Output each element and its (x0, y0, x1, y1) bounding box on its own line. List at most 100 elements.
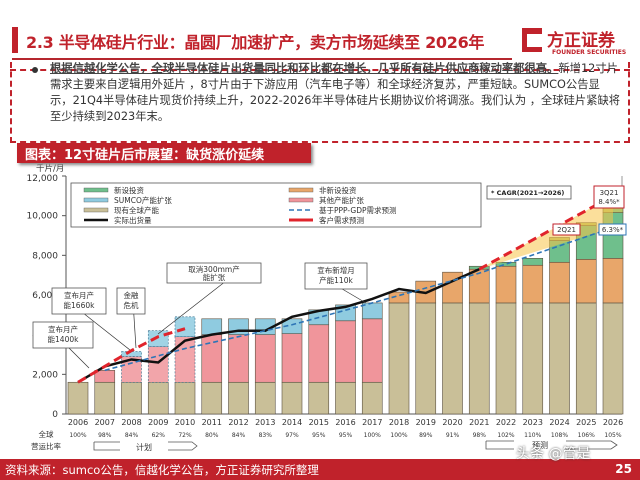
annotation-text: 产能110k (319, 275, 353, 285)
bar-segment (468, 268, 490, 304)
utilization-value: 84% (125, 432, 139, 439)
x-tick-label: 2013 (255, 418, 275, 427)
bar-segment (201, 334, 223, 383)
annotation-pointer (133, 313, 137, 349)
legend-box (70, 182, 482, 228)
utilization-label: 全球 (39, 429, 54, 439)
page-title: 2.3 半导体硅片行业：晶圆厂加速扩产，卖方市场延续至 2026年 (26, 33, 485, 52)
logo-en: FOUNDER SECURITIES (552, 49, 627, 56)
annotation-text: 宣布月产 (64, 290, 94, 300)
bar-segment (121, 351, 142, 357)
bar-segment (254, 334, 276, 383)
bar-segment (361, 381, 383, 415)
x-tick-label: 2025 (576, 418, 596, 427)
callout-3q21: 3Q21 (600, 189, 619, 197)
y-tick-label: 2,000 (32, 370, 58, 380)
legend-label: 新设投资 (114, 185, 144, 195)
cagr-note: * CAGR(2021→2026) (491, 189, 564, 197)
legend-label: 实际出货量 (114, 215, 152, 225)
utilization-value: 97% (285, 432, 299, 439)
bar-segment (388, 291, 410, 304)
forecast-arrow-icon (485, 440, 618, 450)
bar-segment (522, 258, 544, 266)
utilization-value: 62% (152, 432, 166, 439)
bar-segment (174, 381, 196, 415)
annotation-text: 危机 (124, 300, 139, 310)
bar-segment (94, 381, 116, 415)
bar-segment (495, 302, 517, 415)
bar-segment (201, 381, 223, 415)
utilization-value: 100% (364, 432, 381, 439)
x-tick-label: 2012 (228, 418, 248, 427)
annotation-box (116, 287, 146, 315)
annotation-box (166, 262, 262, 284)
callout-2q21: 2Q21 (557, 226, 576, 234)
y-unit-label: 千片/月 (36, 163, 64, 174)
bar-segment (522, 302, 544, 415)
bar-segment (147, 330, 169, 347)
title-accent-bar (12, 27, 18, 53)
x-tick-label: 2006 (68, 418, 88, 427)
utilization-label-2: 营运比率 (31, 441, 61, 451)
bar-segment (388, 302, 410, 415)
bar-segment (228, 381, 249, 415)
utilization-value: 100% (69, 432, 86, 439)
plan-arrow-icon (93, 441, 198, 451)
utilization-value: 84% (232, 432, 246, 439)
x-tick-label: 2016 (335, 418, 355, 427)
x-tick-label: 2021 (469, 418, 489, 427)
figure-label: 图表：12寸硅片后市展望：缺货涨价延续 (17, 143, 311, 163)
x-tick-label: 2014 (282, 418, 302, 427)
x-tick-label: 2007 (95, 418, 115, 427)
annotation-pointer (68, 347, 90, 369)
utilization-value: 83% (259, 432, 273, 439)
series-line (77, 268, 480, 384)
legend-label: 基于PPP-GDP需求预测 (319, 205, 397, 215)
annotation-text: 取消300mm产 (188, 264, 239, 274)
forecast-label: 预测 (532, 440, 548, 450)
bar-segment (121, 381, 142, 415)
bar-segment (121, 356, 142, 383)
annotation-pointer (342, 288, 367, 304)
series-line (77, 327, 186, 384)
utilization-value: 72% (178, 432, 192, 439)
utilization-value: 110% (524, 432, 541, 439)
bar-segment (442, 302, 463, 415)
annotation-text: 能1400k (48, 334, 80, 344)
x-tick-label: 2010 (175, 418, 195, 427)
utilization-value: 89% (419, 432, 433, 439)
utilization-value: 80% (205, 432, 219, 439)
bar-segment (281, 318, 303, 334)
x-tick-label: 2015 (309, 418, 329, 427)
y-tick-label: 6,000 (32, 291, 58, 301)
legend-label: 客户需求预测 (319, 215, 364, 225)
bar-segment (147, 381, 169, 415)
y-tick-label: 12,000 (27, 174, 59, 184)
utilization-value: 106% (578, 432, 595, 439)
x-tick-label: 2026 (603, 418, 623, 427)
summary-bold: 根据信越化学公告，全球半导体硅片出货量同比和环比都在增长，几乎所有硅片供应商稼动… (50, 62, 559, 75)
annotation-text: 能1660k (64, 300, 96, 310)
callout-cagr-63: 6.3%* (602, 226, 624, 234)
summary-text: 根据信越化学公告，全球半导体硅片出货量同比和环比都在增长，几乎所有硅片供应商稼动… (50, 61, 622, 125)
callout-box-2q21 (552, 223, 581, 236)
legend-swatch (288, 197, 314, 203)
bar-segment (228, 334, 249, 383)
x-tick-label: 2011 (202, 418, 222, 427)
callout-box-3q21 (593, 185, 625, 209)
bar-segment (335, 320, 356, 383)
x-tick-label: 2008 (121, 418, 141, 427)
utilization-value: 102% (497, 432, 514, 439)
x-tick-label: 2018 (389, 418, 409, 427)
legend-swatch (288, 187, 314, 193)
annotation-pointer (84, 313, 131, 351)
callout-cagr-84: 8.4%* (598, 198, 620, 206)
page-number: 25 (615, 462, 632, 476)
watermark: 头条 @管是 (516, 446, 591, 462)
annotation-text: 能扩张 (203, 272, 226, 282)
x-tick-label: 2024 (549, 418, 569, 427)
legend-swatch (83, 197, 109, 203)
bar-segment (254, 381, 276, 415)
utilization-value: 95% (312, 432, 326, 439)
x-tick-label: 2023 (523, 418, 543, 427)
